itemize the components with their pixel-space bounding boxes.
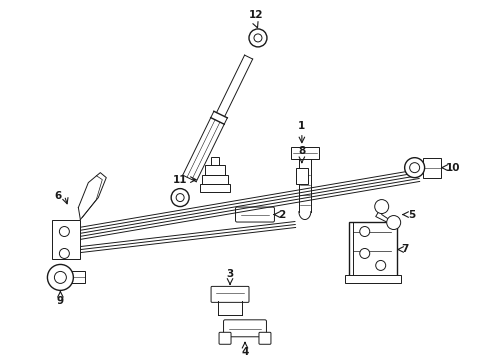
Circle shape — [59, 248, 69, 258]
Text: 5: 5 — [408, 210, 415, 220]
Text: 6: 6 — [54, 190, 61, 201]
Text: 12: 12 — [248, 10, 263, 20]
Circle shape — [253, 34, 262, 42]
Bar — [295, 168, 307, 184]
Text: 7: 7 — [401, 244, 408, 255]
Circle shape — [54, 271, 66, 283]
Circle shape — [47, 265, 73, 291]
Bar — [348, 221, 396, 282]
Bar — [422, 158, 440, 177]
Circle shape — [171, 189, 189, 207]
Circle shape — [248, 29, 266, 47]
Circle shape — [176, 194, 184, 202]
Text: 8: 8 — [298, 146, 305, 156]
Circle shape — [404, 158, 424, 177]
FancyBboxPatch shape — [235, 207, 274, 222]
Bar — [202, 175, 227, 184]
FancyBboxPatch shape — [211, 287, 248, 302]
Circle shape — [359, 226, 369, 237]
Circle shape — [374, 199, 388, 213]
Text: 10: 10 — [445, 163, 459, 173]
Bar — [204, 165, 224, 175]
Circle shape — [59, 226, 69, 237]
FancyBboxPatch shape — [259, 332, 270, 344]
Text: 4: 4 — [241, 347, 248, 357]
Bar — [290, 147, 318, 159]
FancyBboxPatch shape — [219, 332, 230, 344]
Bar — [71, 271, 85, 283]
Bar — [344, 275, 400, 283]
Circle shape — [375, 260, 385, 270]
Bar — [200, 184, 229, 192]
Bar — [52, 220, 80, 260]
Text: 9: 9 — [57, 296, 64, 306]
Text: 11: 11 — [172, 175, 187, 185]
Circle shape — [359, 248, 369, 258]
Circle shape — [386, 216, 400, 230]
Text: 3: 3 — [226, 269, 233, 279]
Circle shape — [409, 163, 419, 173]
Text: 2: 2 — [277, 210, 285, 220]
Bar — [211, 157, 219, 165]
Text: 1: 1 — [298, 121, 305, 131]
FancyBboxPatch shape — [223, 320, 266, 337]
